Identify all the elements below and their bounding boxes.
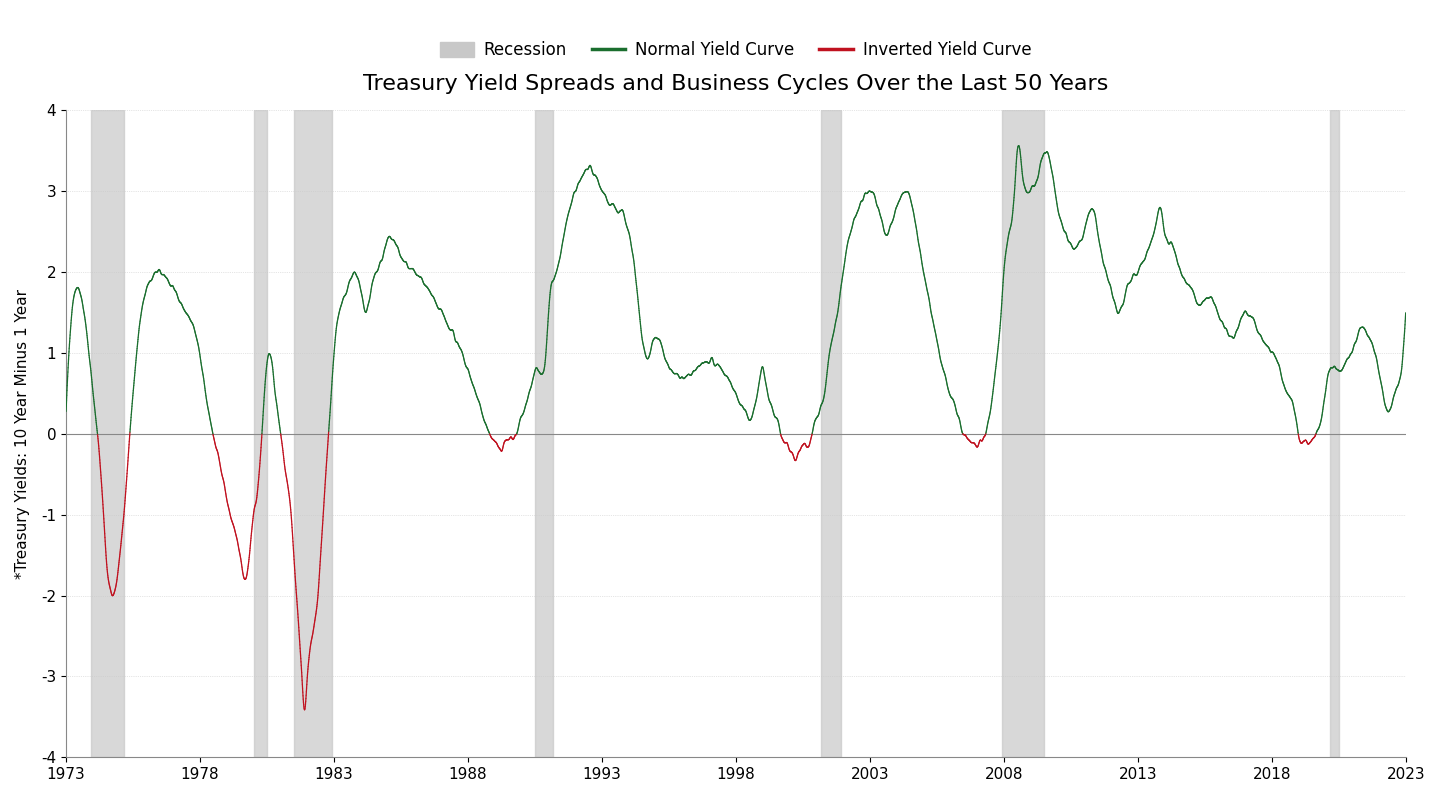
- Bar: [1331, 110, 1339, 757]
- Y-axis label: *Treasury Yields: 10 Year Minus 1 Year: *Treasury Yields: 10 Year Minus 1 Year: [14, 289, 30, 579]
- Legend: Recession, Normal Yield Curve, Inverted Yield Curve: Recession, Normal Yield Curve, Inverted …: [433, 34, 1038, 66]
- Bar: [294, 110, 331, 757]
- Bar: [534, 110, 553, 757]
- Title: Treasury Yield Spreads and Business Cycles Over the Last 50 Years: Treasury Yield Spreads and Business Cycl…: [363, 73, 1109, 93]
- Bar: [91, 110, 124, 757]
- Bar: [1002, 110, 1044, 757]
- Bar: [253, 110, 266, 757]
- Bar: [821, 110, 841, 757]
